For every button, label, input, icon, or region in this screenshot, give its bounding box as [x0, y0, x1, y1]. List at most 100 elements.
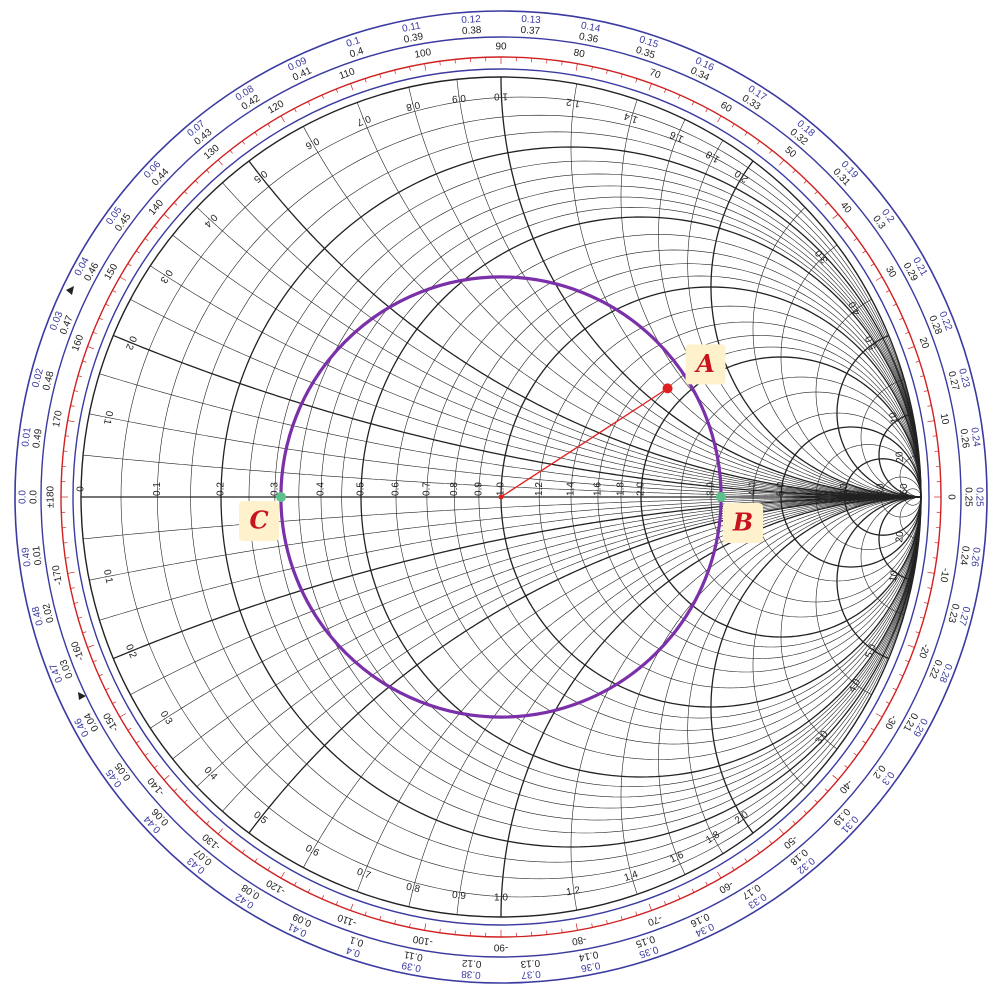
arrow-toward-generator-icon	[66, 286, 74, 295]
angle-tick	[833, 214, 838, 218]
reactance-label: 0.7	[355, 112, 372, 127]
angle-label: -70	[646, 912, 664, 927]
reactance-label: 1.4	[622, 110, 639, 125]
angle-tick	[351, 904, 353, 911]
reactance-label: 0.4	[202, 765, 220, 783]
angle-tick	[893, 304, 897, 306]
reactance-label: 20	[894, 530, 906, 543]
angle-tick	[649, 904, 651, 911]
resistance-label: 1.8	[616, 482, 627, 496]
reactance-label: 0.5	[251, 809, 269, 826]
angle-tick	[871, 728, 874, 730]
angle-tick	[908, 645, 915, 647]
angle-label: 60	[718, 100, 734, 115]
angle-tick	[757, 141, 759, 144]
angle-tick	[854, 238, 857, 240]
reactance-label: 1.0	[494, 90, 508, 101]
reactance-label: 0.3	[157, 267, 174, 285]
angle-tick	[871, 264, 874, 266]
angle-tick	[815, 800, 818, 803]
angle-tick	[769, 841, 771, 844]
angle-label: 10	[938, 412, 951, 425]
angle-tick	[793, 170, 796, 173]
angle-tick	[876, 277, 882, 281]
reactance-label: 0.6	[303, 135, 321, 151]
angle-tick	[636, 79, 637, 83]
angle-tick	[93, 660, 97, 661]
reactance-arc	[621, 100, 921, 497]
angle-tick	[120, 277, 126, 281]
point-b-marker	[716, 492, 726, 502]
angle-tick	[899, 318, 903, 320]
angle-tick	[916, 632, 920, 633]
reactance-label: 20	[894, 450, 906, 463]
reactance-label: 1.4	[623, 869, 640, 884]
angle-tick	[825, 789, 828, 792]
wavelength-load-label: 0.13	[520, 957, 541, 969]
angle-tick	[154, 226, 157, 228]
reactance-label: 0.8	[405, 99, 421, 113]
angle-tick	[174, 203, 177, 206]
angle-tick	[281, 872, 285, 878]
angle-tick	[164, 775, 169, 779]
reactance-label: 1.2	[565, 885, 581, 898]
reactance-label: 0.1	[101, 410, 115, 426]
angle-label: 0	[945, 494, 956, 500]
angle-tick	[99, 318, 103, 320]
angle-tick	[905, 660, 909, 661]
angle-tick	[174, 789, 177, 792]
angle-tick	[365, 79, 366, 83]
reactance-label: 1.8	[704, 829, 722, 846]
angle-tick	[74, 391, 78, 392]
angle-tick	[71, 406, 75, 407]
resistance-label: 0.4	[316, 482, 327, 496]
angle-tick	[793, 821, 796, 824]
point-c-label: C	[249, 506, 268, 535]
resistance-label: 3.0	[706, 482, 717, 496]
angle-tick	[78, 617, 82, 618]
angle-tick	[876, 714, 882, 718]
angle-label: 40	[838, 200, 854, 216]
resistance-label: 1.2	[534, 482, 545, 496]
angle-tick	[255, 132, 257, 135]
angle-tick	[154, 765, 157, 767]
angle-tick	[606, 920, 607, 924]
angle-tick	[886, 702, 890, 704]
angle-tick	[136, 741, 139, 743]
resistance-label: 0.5	[356, 482, 367, 496]
angle-tick	[242, 141, 244, 144]
angle-tick	[268, 124, 270, 127]
angle-tick	[425, 923, 426, 930]
center-point	[499, 495, 504, 500]
angle-tick	[113, 290, 117, 292]
angle-tick	[128, 264, 131, 266]
angle-tick	[351, 84, 353, 91]
wavelength-load-label: 0.37	[520, 25, 541, 37]
resistance-label: 0.7	[422, 482, 433, 496]
angle-tick	[678, 95, 680, 99]
resistance-label: 0.1	[152, 482, 163, 496]
angle-tick	[664, 89, 665, 93]
angle-tick	[294, 109, 296, 113]
angle-tick	[621, 74, 622, 78]
angle-tick	[255, 858, 257, 861]
angle-label: 120	[266, 98, 286, 116]
angle-tick	[145, 753, 148, 755]
angle-tick	[916, 361, 920, 362]
angle-tick	[678, 895, 680, 899]
angle-tick	[718, 872, 722, 878]
resistance-label: 5.0	[776, 482, 787, 496]
angle-tick	[779, 829, 783, 834]
angle-tick	[410, 923, 411, 927]
angle-label: 160	[70, 333, 86, 353]
angle-tick	[769, 150, 771, 153]
angle-label: -80	[571, 933, 588, 946]
angle-tick	[718, 116, 722, 122]
resistance-label: 4.0	[748, 482, 759, 496]
wavelength-load-label: 0.01	[31, 545, 44, 566]
reactance-label: 10	[888, 411, 901, 425]
reactance-label: 0.2	[123, 643, 139, 660]
angle-tick	[218, 829, 222, 834]
angle-tick	[207, 170, 210, 173]
reactance-label: 0.3	[158, 709, 175, 727]
